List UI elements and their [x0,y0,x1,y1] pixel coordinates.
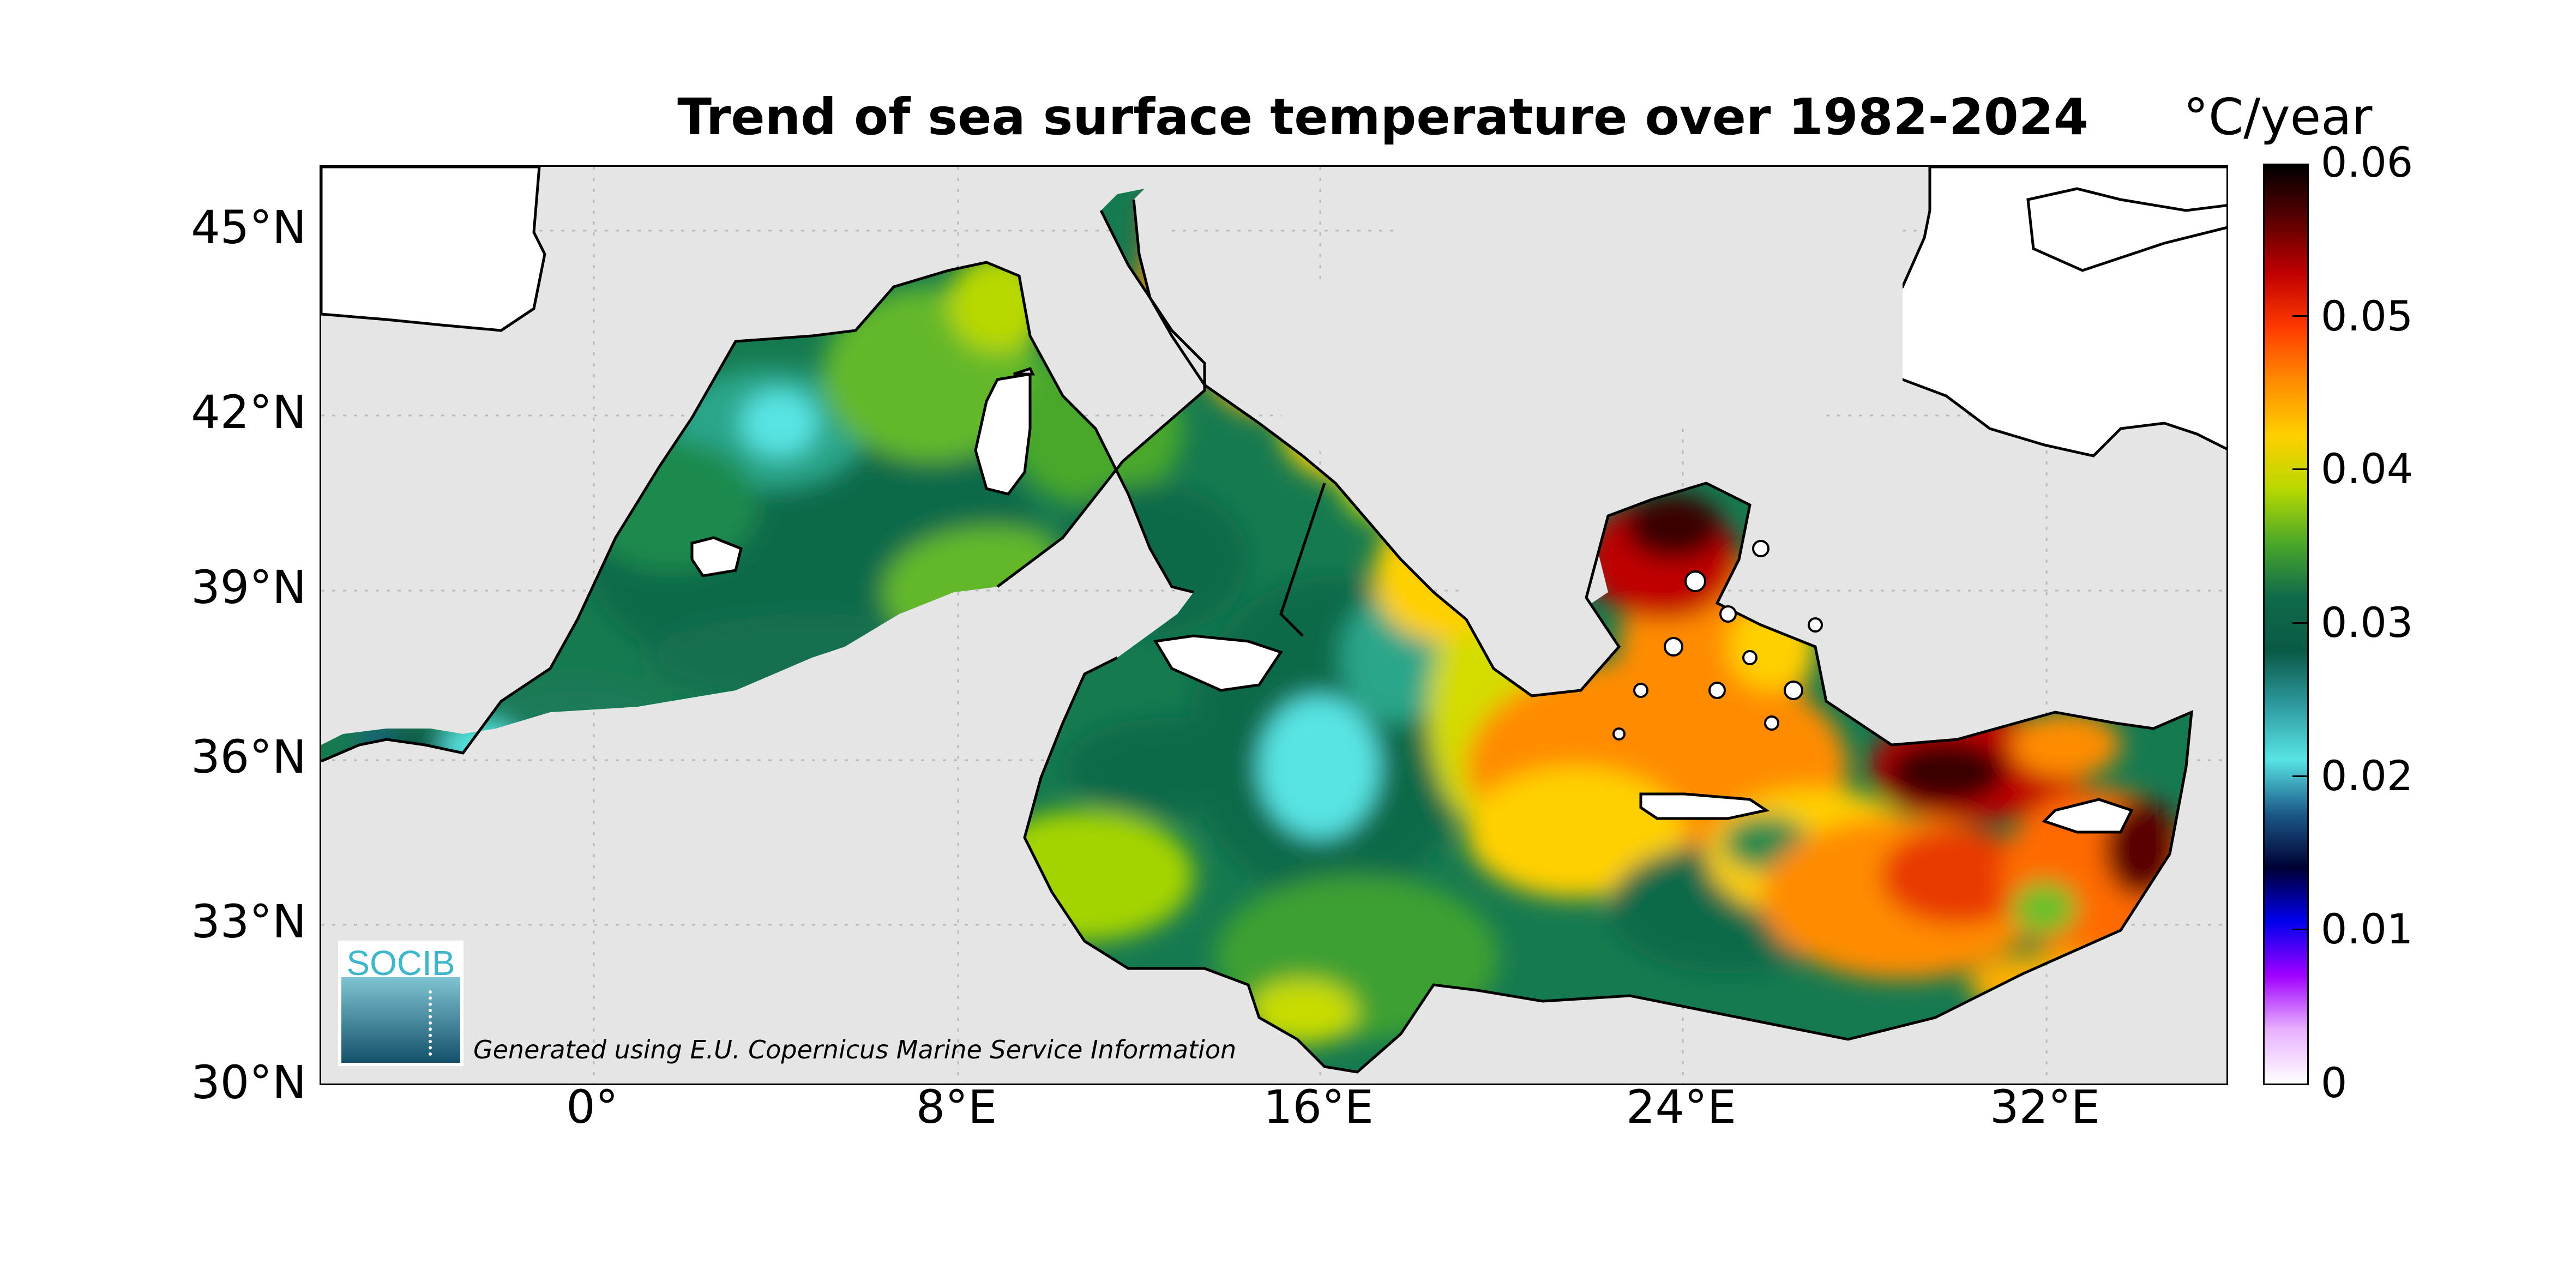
socib-logo: SOCIB [338,941,464,1066]
colorbar-tick-label: 0.04 [2321,444,2414,493]
colorbar-tick-label: 0.05 [2321,292,2414,340]
socib-logo-text: SOCIB [346,943,455,983]
land-europe-west [321,167,546,332]
colorbar-tick-mark [2292,468,2309,470]
island-cyprus [2042,798,2134,834]
aegean-islands [1612,540,1823,741]
island-crete [1639,792,1770,820]
x-tick-label: 16°E [1263,1080,1374,1134]
y-tick-label: 30°N [191,1056,306,1109]
y-tick-label: 33°N [191,895,306,948]
copernicus-credit: Generated using E.U. Copernicus Marine S… [473,1035,1237,1064]
y-tick-label: 36°N [191,730,306,784]
colorbar-tick-label: 0.01 [2321,905,2414,953]
colorbar-tick-mark [2292,775,2309,777]
colorbar-tick-mark [2292,622,2309,624]
coastlines [321,199,2193,1074]
colorbar-tick-label: 0 [2321,1058,2348,1107]
island-corsica [974,372,1032,496]
map-panel [320,165,2228,1085]
y-tick-label: 45°N [191,201,306,254]
x-tick-label: 32°E [1990,1080,2100,1134]
island-sardinia [1013,366,1036,376]
colorbar-tick-mark [2292,315,2309,317]
logo-dotted-line [429,990,435,1056]
colorbar-tick-label: 0.03 [2321,598,2414,647]
island-balearic-mallorca [690,536,743,577]
land-crimea [2026,187,2226,272]
x-tick-label: 24°E [1626,1080,1736,1134]
map-title: Trend of sea surface temperature over 19… [677,88,2089,146]
island-sicily [1153,634,1283,692]
x-tick-label: 8°E [916,1080,997,1134]
sst-trend-map [321,167,2226,1084]
land-italy-balkans [1134,167,1903,690]
y-tick-label: 39°N [191,561,306,614]
land-masses [321,167,2226,834]
y-tick-label: 42°N [191,386,306,439]
colorbar-unit: °C/year [2183,88,2373,146]
colorbar [2263,164,2309,1085]
colorbar-tick-label: 0.02 [2321,751,2414,800]
colorbar-tick-mark [2292,929,2309,930]
colorbar-tick-label: 0.06 [2321,138,2414,186]
x-tick-label: 0° [566,1080,618,1134]
